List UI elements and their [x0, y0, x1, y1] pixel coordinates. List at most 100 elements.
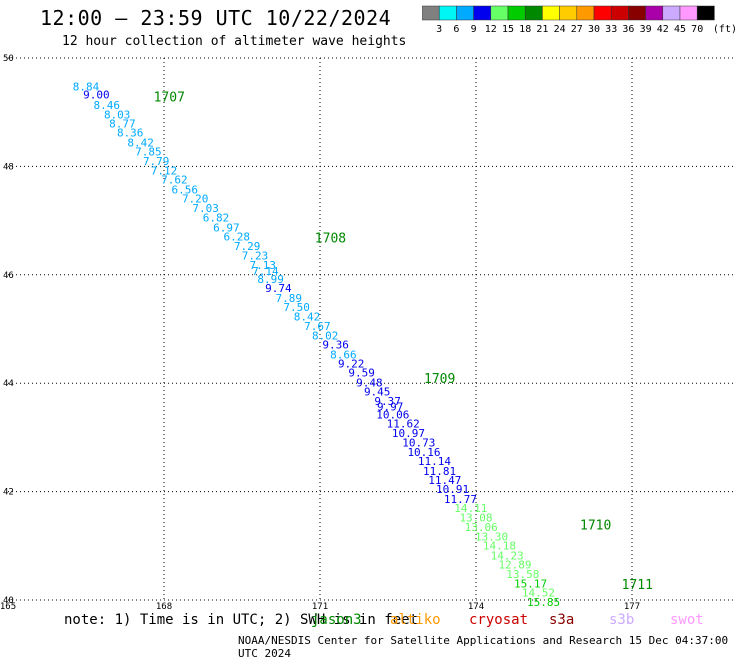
- swh-data-point: 7.29: [234, 240, 261, 253]
- satellite-legend-altiko: altiko: [390, 612, 441, 628]
- swh-data-point: 13.30: [475, 530, 508, 543]
- swh-data-point: 6.28: [224, 231, 251, 244]
- color-scale-label: 6: [453, 24, 459, 35]
- time-label: 1711: [622, 578, 653, 593]
- satellite-legend-swot: swot: [670, 612, 704, 628]
- swh-data-point: 8.42: [294, 310, 321, 323]
- satellite-legend-s3b: s3b: [609, 612, 635, 628]
- swh-data-point: 9.48: [356, 376, 383, 389]
- swh-data-point: 13.08: [459, 511, 492, 524]
- x-tick-label: 174: [468, 602, 484, 612]
- y-tick-label: 42: [3, 488, 14, 498]
- swh-data-point: 10.16: [407, 446, 440, 459]
- swh-data-point: 8.99: [257, 273, 284, 286]
- swh-data-point: 13.06: [465, 521, 498, 534]
- satellite-legend-s3a: s3a: [549, 612, 575, 628]
- y-tick-label: 48: [3, 162, 14, 172]
- color-scale-label: 33: [605, 24, 617, 35]
- color-scale-label: 36: [622, 24, 634, 35]
- color-scale-label: 27: [571, 24, 583, 35]
- time-label: 1707: [154, 90, 185, 105]
- swh-data-point: 11.62: [387, 418, 420, 431]
- chart-title: 12:00 – 23:59 UTC 10/22/2024: [40, 6, 392, 30]
- swh-data-point: 11.47: [428, 474, 461, 487]
- color-swatch: [696, 5, 715, 21]
- swh-data-point: 6.82: [203, 212, 230, 225]
- time-label: 1709: [424, 372, 455, 387]
- swh-data-point: 12.89: [498, 559, 531, 572]
- swh-data-point: 7.67: [304, 320, 331, 333]
- swh-data-point: 14.23: [491, 549, 524, 562]
- x-tick-label: 171: [312, 602, 328, 612]
- swh-data-point: 7.20: [182, 193, 209, 206]
- swh-data-point: 14.11: [454, 502, 487, 515]
- swh-data-point: 10.91: [436, 483, 469, 496]
- color-scale-legend: 3 6 9 12 15 18 21 24 27 30 33 36 39 42 45 70 (ft): [422, 5, 737, 35]
- swh-data-point: 9.74: [265, 282, 292, 295]
- swh-data-point: 7.14: [252, 265, 279, 278]
- color-scale-label: 70: [691, 24, 703, 35]
- swh-data-point: 6.97: [213, 221, 240, 234]
- swh-data-point: 7.13: [250, 259, 277, 272]
- swh-data-point: 7.03: [192, 202, 219, 215]
- swh-data-point: 8.36: [117, 127, 144, 140]
- swh-data-point: 15.17: [514, 578, 547, 591]
- swh-data-point: 15.85: [527, 596, 560, 609]
- satellite-legend-cryosat: cryosat: [469, 612, 529, 628]
- satellite-legend-jason3: jason3: [311, 612, 362, 628]
- swh-data-point: 7.62: [161, 174, 188, 187]
- y-tick-label: 46: [3, 271, 14, 281]
- swh-data-point: 14.18: [483, 540, 516, 553]
- color-scale-unit: (ft): [713, 24, 737, 35]
- color-scale-label: 9: [471, 24, 477, 35]
- swh-data-point: 7.23: [242, 250, 269, 263]
- swh-data-point: 8.46: [94, 99, 121, 112]
- swh-data-point: 8.66: [330, 348, 357, 361]
- swh-data-point: 10.97: [392, 427, 425, 440]
- swh-data-point: 9.59: [348, 367, 375, 380]
- swh-data-point: 10.73: [402, 437, 435, 450]
- color-scale-label: 42: [657, 24, 669, 35]
- swh-data-point: 6.56: [172, 184, 199, 197]
- swh-data-point: 9.36: [322, 339, 349, 352]
- swh-data-point: 10.06: [376, 408, 409, 421]
- color-scale-label: 45: [674, 24, 686, 35]
- x-tick-label: 177: [624, 602, 640, 612]
- swh-data-point: 9.22: [338, 357, 365, 370]
- y-tick-label: 50: [3, 54, 14, 64]
- color-scale-label: 24: [554, 24, 566, 35]
- color-scale-label: 39: [640, 24, 652, 35]
- swh-data-point: 11.77: [444, 493, 477, 506]
- swh-data-point: 8.77: [109, 117, 136, 130]
- swh-data-point: 7.89: [276, 292, 303, 305]
- color-scale-label: 18: [519, 24, 531, 35]
- color-scale-label: 30: [588, 24, 600, 35]
- footer-credit: NOAA/NESDIS Center for Satellite Applica…: [238, 634, 729, 660]
- swh-data-point: 11.14: [418, 455, 451, 468]
- time-label: 1708: [315, 231, 346, 246]
- x-tick-label: 168: [156, 602, 172, 612]
- swh-data-point: 9.45: [364, 386, 391, 399]
- swh-data-point: 11.81: [423, 465, 456, 478]
- y-tick-label: 44: [3, 379, 14, 389]
- color-scale-label: 12: [485, 24, 497, 35]
- swh-data-point: 7.85: [135, 146, 162, 159]
- swh-data-point: 9.00: [83, 89, 110, 102]
- color-scale-label: 15: [502, 24, 514, 35]
- time-label: 1710: [580, 519, 611, 534]
- swh-data-point: 13.58: [506, 568, 539, 581]
- swh-data-point: 9.97: [377, 400, 404, 413]
- swh-data-point: 7.50: [283, 301, 310, 314]
- swh-data-point: 8.03: [104, 109, 131, 122]
- swh-data-point: 7.79: [143, 155, 170, 168]
- swh-data-point: 14.52: [522, 587, 555, 600]
- swh-data-point: 8.84: [73, 81, 100, 94]
- chart-subtitle: 12 hour collection of altimeter wave hei…: [62, 34, 407, 49]
- swh-data-point: 7.12: [151, 165, 178, 178]
- x-tick-label: 165: [0, 602, 16, 612]
- note-text: note: 1) Time is in UTC; 2) SWH is in fe…: [64, 612, 419, 628]
- color-scale-label: 3: [436, 24, 442, 35]
- swh-data-point: 8.42: [127, 136, 154, 149]
- swh-data-point: 8.02: [312, 329, 339, 342]
